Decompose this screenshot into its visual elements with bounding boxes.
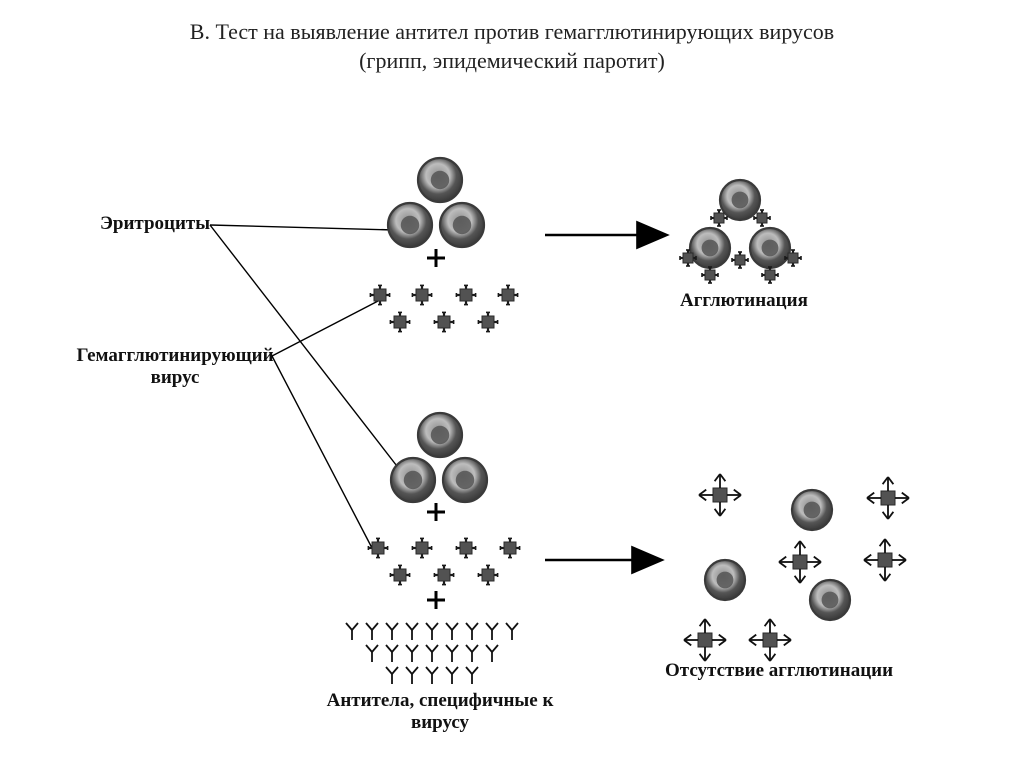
antibody-icon — [486, 645, 498, 662]
erythrocyte-icon — [418, 158, 462, 202]
antibody-icon — [366, 645, 378, 662]
antibody-icon — [386, 667, 398, 684]
virus-icon — [412, 285, 431, 304]
virus-icon — [434, 312, 453, 331]
leader-line — [272, 356, 372, 548]
virus-icon — [754, 210, 770, 226]
virus-icon — [762, 267, 778, 283]
label-virus-line2: вирус — [70, 367, 280, 389]
virus-icon — [478, 565, 497, 584]
label-erythrocytes: Эритроциты — [100, 213, 210, 235]
virus-antibody-complex — [749, 619, 791, 661]
antibody-icon — [446, 623, 458, 640]
virus-icon — [785, 250, 801, 266]
antibody-icon — [406, 645, 418, 662]
virus-icon — [680, 250, 696, 266]
virus-antibody-complex — [699, 474, 741, 516]
erythrocyte-icon — [418, 413, 462, 457]
leader-line — [272, 300, 380, 356]
virus-icon — [370, 285, 389, 304]
erythrocyte-icon — [810, 580, 850, 620]
virus-icon — [478, 312, 497, 331]
erythrocyte-icon — [792, 490, 832, 530]
antibody-icon — [486, 623, 498, 640]
virus-antibody-complex — [864, 539, 906, 581]
virus-icon — [390, 565, 409, 584]
antibody-icon — [426, 645, 438, 662]
erythrocyte-icon — [750, 228, 790, 268]
antibody-icon — [466, 667, 478, 684]
virus-icon — [500, 538, 519, 557]
erythrocyte-icon — [720, 180, 760, 220]
antibody-icon — [466, 623, 478, 640]
virus-antibody-complex — [867, 477, 909, 519]
label-agglutination: Агглютинация — [680, 290, 808, 312]
leader-line — [210, 225, 395, 230]
erythrocyte-icon — [391, 458, 435, 502]
virus-antibody-complex — [779, 541, 821, 583]
antibody-icon — [386, 645, 398, 662]
antibody-icon — [406, 623, 418, 640]
antibody-icon — [366, 623, 378, 640]
antibody-icon — [386, 623, 398, 640]
diagram-title: В. Тест на выявление антител против гема… — [0, 0, 1024, 75]
label-virus-line1: Гемагглютинирующий — [70, 345, 280, 367]
virus-icon — [711, 210, 727, 226]
erythrocyte-icon — [388, 203, 432, 247]
erythrocyte-icon — [443, 458, 487, 502]
virus-icon — [498, 285, 517, 304]
label-antibodies-line1: Антитела, специфичные к — [310, 690, 570, 712]
antibody-icon — [406, 667, 418, 684]
antibody-icon — [346, 623, 358, 640]
title-line2: (грипп, эпидемический паротит) — [359, 48, 665, 73]
erythrocyte-icon — [690, 228, 730, 268]
virus-icon — [390, 312, 409, 331]
antibody-icon — [446, 667, 458, 684]
erythrocyte-icon — [440, 203, 484, 247]
virus-icon — [368, 538, 387, 557]
virus-antibody-complex — [684, 619, 726, 661]
label-antibodies-line2: вирусу — [310, 712, 570, 734]
antibody-icon — [426, 623, 438, 640]
virus-icon — [434, 565, 453, 584]
virus-icon — [456, 285, 475, 304]
virus-icon — [412, 538, 431, 557]
virus-icon — [456, 538, 475, 557]
erythrocyte-icon — [705, 560, 745, 600]
virus-icon — [732, 252, 748, 268]
virus-icon — [702, 267, 718, 283]
antibody-icon — [466, 645, 478, 662]
antibody-icon — [446, 645, 458, 662]
antibody-icon — [506, 623, 518, 640]
title-line1: В. Тест на выявление антител против гема… — [190, 19, 834, 44]
antibody-icon — [426, 667, 438, 684]
label-no-agglutination: Отсутствие агглютинации — [665, 660, 893, 682]
